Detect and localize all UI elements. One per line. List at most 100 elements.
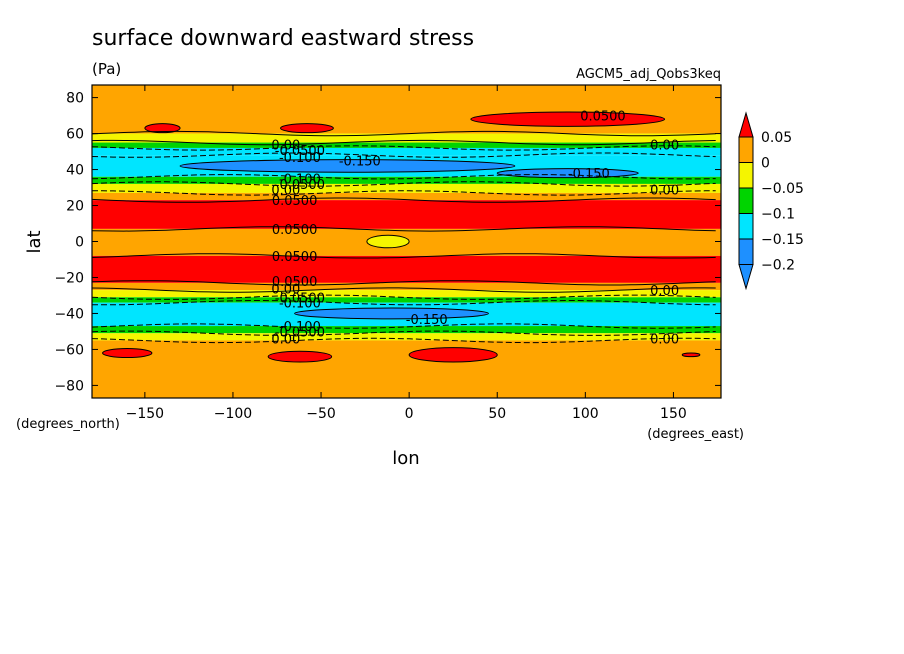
y-tick-label-3: −20 — [54, 270, 84, 286]
blob-10 — [294, 307, 489, 320]
y-tick-label-1: −60 — [54, 342, 84, 358]
band-6 — [92, 183, 721, 193]
colorbar: 0.05 0 −0.05 −0.1 −0.15 −0.2 — [738, 111, 804, 291]
x-axis-units: (degrees_east) — [647, 427, 744, 442]
colorbar-label-1: 0 — [761, 156, 770, 172]
contour-label-14: 0.0500 — [272, 275, 318, 290]
contour-line-2 — [92, 145, 716, 151]
contour-line-5 — [92, 181, 716, 187]
band-17 — [92, 340, 721, 398]
y-tick-label-0: −80 — [54, 378, 84, 394]
y-tick-label-2: −40 — [54, 306, 84, 322]
contour-line-10 — [92, 280, 716, 286]
contour-line-9 — [92, 253, 716, 259]
blob-1 — [280, 123, 334, 134]
contour-label-1: 0.00 — [650, 138, 679, 153]
y-tick-label-4: 0 — [75, 235, 84, 251]
band-11 — [92, 282, 721, 291]
contour-line-8 — [92, 226, 716, 232]
contour-label-5: -0.150 — [339, 155, 381, 170]
contour-line-15 — [92, 330, 716, 336]
blob-3 — [366, 234, 410, 249]
band-5 — [92, 176, 721, 184]
contour-label-6: -0.150 — [568, 167, 610, 182]
band-13 — [92, 297, 721, 303]
contour-line-7 — [92, 197, 716, 203]
contour-label-0: 0.0500 — [580, 110, 626, 125]
blob-2 — [470, 111, 666, 127]
contour-line-6 — [92, 190, 716, 196]
blob-6 — [102, 348, 153, 359]
chart-title: surface downward eastward stress — [92, 26, 474, 51]
blob-9 — [496, 168, 639, 179]
contour-label-19: -0.150 — [406, 313, 448, 328]
contour-label-7: -0.100 — [279, 173, 321, 188]
blob-0 — [144, 123, 181, 134]
contour-lines — [92, 130, 716, 344]
x-tick-label-5: 100 — [572, 406, 599, 422]
colorbar-segment-over — [738, 111, 754, 138]
contour-label-9: 0.00 — [271, 183, 300, 198]
band-15 — [92, 326, 721, 334]
y-tick-label-8: 80 — [66, 91, 84, 107]
band-7 — [92, 192, 721, 201]
contour-label-22: 0.00 — [271, 333, 300, 348]
x-tick-label-2: −50 — [306, 406, 336, 422]
contour-label-8: -0.0500 — [275, 178, 325, 193]
x-tick-label-6: 150 — [660, 406, 687, 422]
band-3 — [92, 147, 721, 156]
contour-label-21: -0.0500 — [275, 325, 325, 340]
colorbar-segment-2 — [738, 187, 754, 214]
contour-label-11: 0.0500 — [272, 194, 318, 209]
x-axis-label: lon — [392, 448, 419, 469]
band-0 — [92, 85, 721, 134]
colorbar-segment-0 — [738, 136, 754, 163]
contour-label-3: -0.0500 — [275, 144, 325, 159]
contour-line-0 — [92, 130, 716, 137]
blob-8 — [179, 159, 516, 173]
band-10 — [92, 255, 721, 283]
contour-label-16: 0.00 — [650, 284, 679, 299]
contour-label-2: 0.00 — [271, 138, 300, 153]
blob-4 — [267, 350, 333, 363]
contour-line-14 — [92, 323, 716, 329]
units-label: (Pa) — [92, 60, 121, 78]
contour-line-13 — [92, 300, 716, 306]
band-2 — [92, 142, 721, 148]
x-axis: −150 −100 −50 0 50 100 150 — [126, 85, 687, 422]
y-axis-label: lat — [24, 230, 45, 253]
contour-label-10: 0.00 — [650, 183, 679, 198]
contour-line-16 — [92, 337, 716, 344]
colorbar-label-3: −0.1 — [761, 207, 795, 223]
y-tick-label-7: 60 — [66, 127, 84, 143]
contour-line-4 — [92, 174, 716, 180]
blob-7 — [681, 352, 701, 358]
colorbar-label-2: −0.05 — [761, 181, 804, 197]
plot-area — [92, 85, 721, 398]
contour-line-12 — [92, 294, 716, 300]
x-tick-label-3: 0 — [405, 406, 414, 422]
x-tick-label-1: −100 — [214, 406, 252, 422]
contour-label-18: -0.100 — [279, 297, 321, 312]
contour-label-13: 0.0500 — [272, 250, 318, 265]
colorbar-label-5: −0.2 — [761, 258, 795, 274]
band-8 — [92, 200, 721, 229]
band-12 — [92, 290, 721, 298]
band-1 — [92, 133, 721, 143]
contour-label-20: -0.100 — [279, 320, 321, 335]
contour-line-1 — [92, 139, 716, 146]
x-tick-label-0: −150 — [126, 406, 164, 422]
contour-line-3 — [92, 152, 716, 158]
contour-label-4: -0.100 — [279, 151, 321, 166]
colorbar-segment-1 — [738, 162, 754, 189]
colorbar-segment-4 — [738, 238, 754, 265]
y-axis-units: (degrees_north) — [16, 417, 120, 432]
y-tick-label-5: 20 — [66, 199, 84, 215]
model-label: AGCM5_adj_Qobs3keq — [576, 67, 721, 82]
contour-label-17: -0.0500 — [275, 291, 325, 306]
x-tick-label-4: 50 — [488, 406, 506, 422]
y-axis: −80 −60 −40 −20 0 20 40 60 80 — [54, 91, 721, 394]
colorbar-segment-under — [738, 264, 754, 291]
